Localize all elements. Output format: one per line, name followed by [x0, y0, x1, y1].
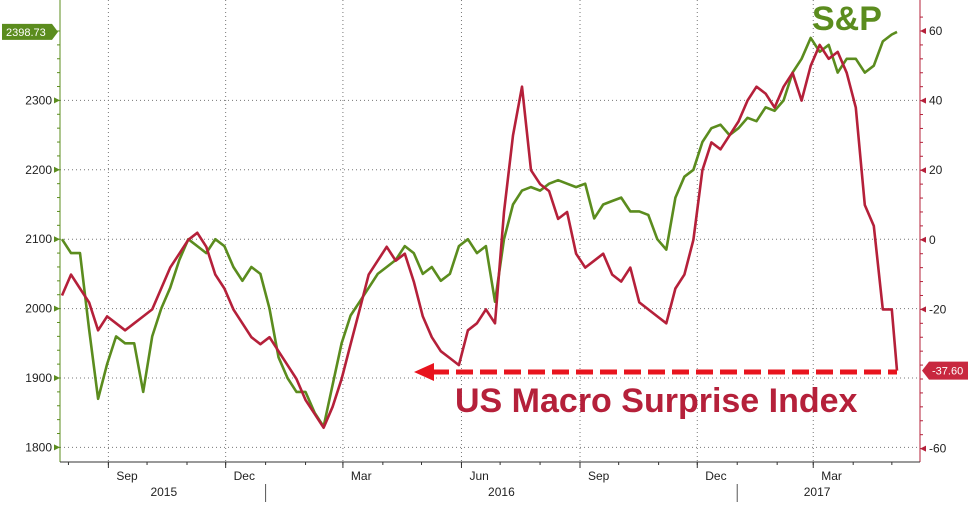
- annotations: S&P US Macro Surprise Index: [414, 0, 897, 420]
- sp-series-line: [60, 30, 898, 428]
- surprise-last-value-badge: [922, 361, 968, 380]
- right-tick-label: 60: [929, 24, 943, 38]
- month-tick-label: Dec: [705, 469, 726, 483]
- surprise-series-line: [60, 43, 899, 430]
- right-tick-label: 20: [929, 163, 943, 177]
- sp-annotation-label: S&P: [812, 0, 882, 38]
- month-tick-label: Sep: [116, 469, 138, 483]
- sp-last-value-badge: [2, 23, 58, 40]
- left-axis: 1800 1900 2000 2100 2200 2300: [25, 0, 61, 462]
- month-tick-label: Sep: [588, 469, 610, 483]
- surprise-arrow-head: [414, 363, 434, 381]
- left-tick-label: 2100: [25, 232, 52, 246]
- left-tick-label: 2300: [25, 93, 52, 107]
- left-tick-label: 2200: [25, 163, 52, 177]
- year-label: 2015: [150, 485, 177, 499]
- left-tick-label: 1800: [25, 440, 52, 454]
- surprise-annotation-label: US Macro Surprise Index: [455, 382, 858, 420]
- surprise-last-value-text: -37.60: [932, 366, 963, 378]
- right-tick-label: -60: [929, 442, 947, 456]
- right-tick-label: 40: [929, 94, 943, 108]
- right-tick-label: -20: [929, 302, 947, 316]
- month-tick-label: Mar: [821, 469, 842, 483]
- badges: 2398.73 -37.60: [2, 23, 968, 380]
- month-tick-label: Dec: [234, 469, 255, 483]
- year-label: 2017: [804, 485, 831, 499]
- series-layer: [60, 30, 899, 430]
- left-tick-label: 1900: [25, 371, 52, 385]
- right-axis: -60 -20 0 20 40 60: [919, 0, 947, 462]
- sp-last-value-text: 2398.73: [6, 27, 46, 39]
- left-tick-label: 2000: [25, 302, 52, 316]
- year-label: 2016: [488, 485, 515, 499]
- month-tick-label: Jun: [469, 469, 488, 483]
- bottom-axis: Sep Dec Mar Jun Sep Dec Mar 2015 2016 2017: [60, 461, 920, 502]
- right-tick-label: 0: [929, 233, 936, 247]
- month-tick-label: Mar: [351, 469, 372, 483]
